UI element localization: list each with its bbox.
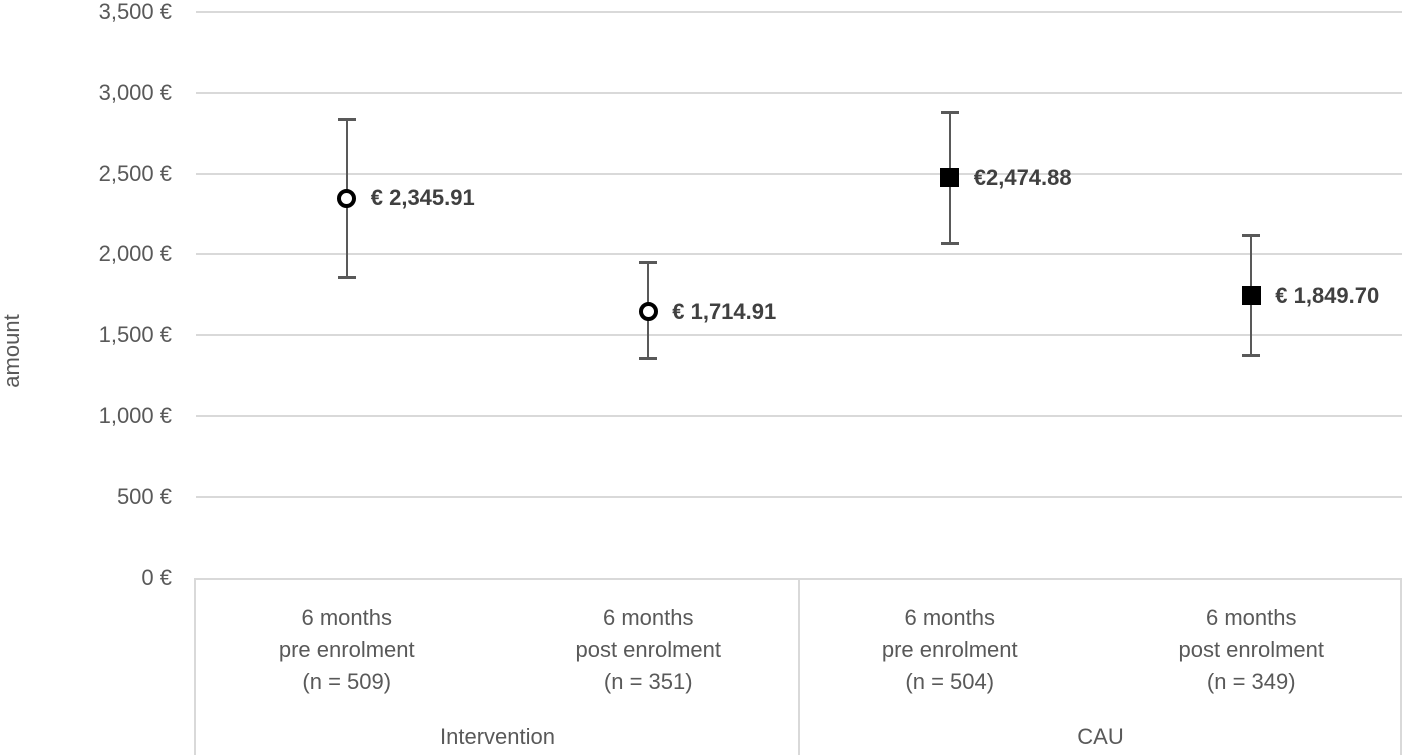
y-gridline	[196, 414, 1402, 417]
y-tick-label: 2,000 €	[98, 241, 172, 267]
error-bar-cap-bottom	[940, 241, 959, 245]
category-label-line: post enrolment	[1178, 637, 1325, 662]
group-label: Intervention	[440, 724, 555, 749]
category-label-line: (n = 504)	[905, 669, 995, 694]
y-gridline	[196, 334, 1402, 337]
group-label: CAU	[1077, 724, 1124, 749]
category-label: 6 months pre enrolment (n = 504)	[799, 602, 1101, 698]
y-tick-label: 2,500 €	[98, 160, 172, 186]
y-tick-label: 3,000 €	[98, 79, 172, 105]
error-bar-cap-top	[337, 117, 356, 121]
error-bar-cap-bottom	[1242, 354, 1261, 358]
category-label-line: pre enrolment	[278, 637, 415, 662]
group-divider-line	[798, 578, 800, 755]
error-bar-cap-top	[940, 111, 959, 115]
error-bar-cap-bottom	[337, 275, 356, 279]
data-point-square-marker	[940, 168, 960, 188]
data-point-circle-marker	[638, 302, 658, 322]
data-point-value-label: € 1,714.91	[672, 298, 777, 324]
y-tick-label: 3,500 €	[98, 0, 172, 24]
y-gridline	[196, 11, 1402, 13]
y-gridline	[196, 253, 1402, 256]
y-gridline	[196, 495, 1402, 498]
category-label-line: 6 months	[904, 605, 996, 630]
category-label-line: (n = 351)	[603, 669, 693, 694]
category-label-line: (n = 349)	[1206, 669, 1296, 694]
y-tick-label: 500 €	[116, 483, 172, 509]
error-bar-cap-top	[639, 261, 658, 265]
y-tick-label: 1,000 €	[98, 402, 172, 428]
data-point-value-label: € 2,345.91	[370, 185, 475, 211]
data-point-value-label: € 1,849.70	[1275, 282, 1380, 308]
data-point-value-label: €2,474.88	[973, 164, 1072, 190]
category-label-line: (n = 509)	[302, 669, 392, 694]
y-tick-label: 1,500 €	[98, 322, 172, 348]
category-label-line: 6 months	[1206, 605, 1297, 630]
y-gridline	[196, 91, 1402, 94]
category-label: 6 months post enrolment (n = 351)	[498, 602, 800, 698]
category-label-line: post enrolment	[575, 637, 722, 662]
category-label-line: 6 months	[301, 605, 393, 630]
category-label-line: pre enrolment	[881, 637, 1018, 662]
category-label: 6 months post enrolment (n = 349)	[1101, 602, 1403, 698]
y-tick-label: 0 €	[141, 564, 172, 590]
category-label-line: 6 months	[603, 605, 694, 630]
error-bar-cap-top	[1242, 233, 1261, 237]
category-label: 6 months pre enrolment (n = 509)	[196, 602, 498, 698]
y-gridline	[196, 172, 1402, 175]
data-point-circle-marker	[337, 188, 357, 208]
data-point-square-marker	[1241, 286, 1261, 306]
error-bar-cap-bottom	[639, 356, 658, 360]
